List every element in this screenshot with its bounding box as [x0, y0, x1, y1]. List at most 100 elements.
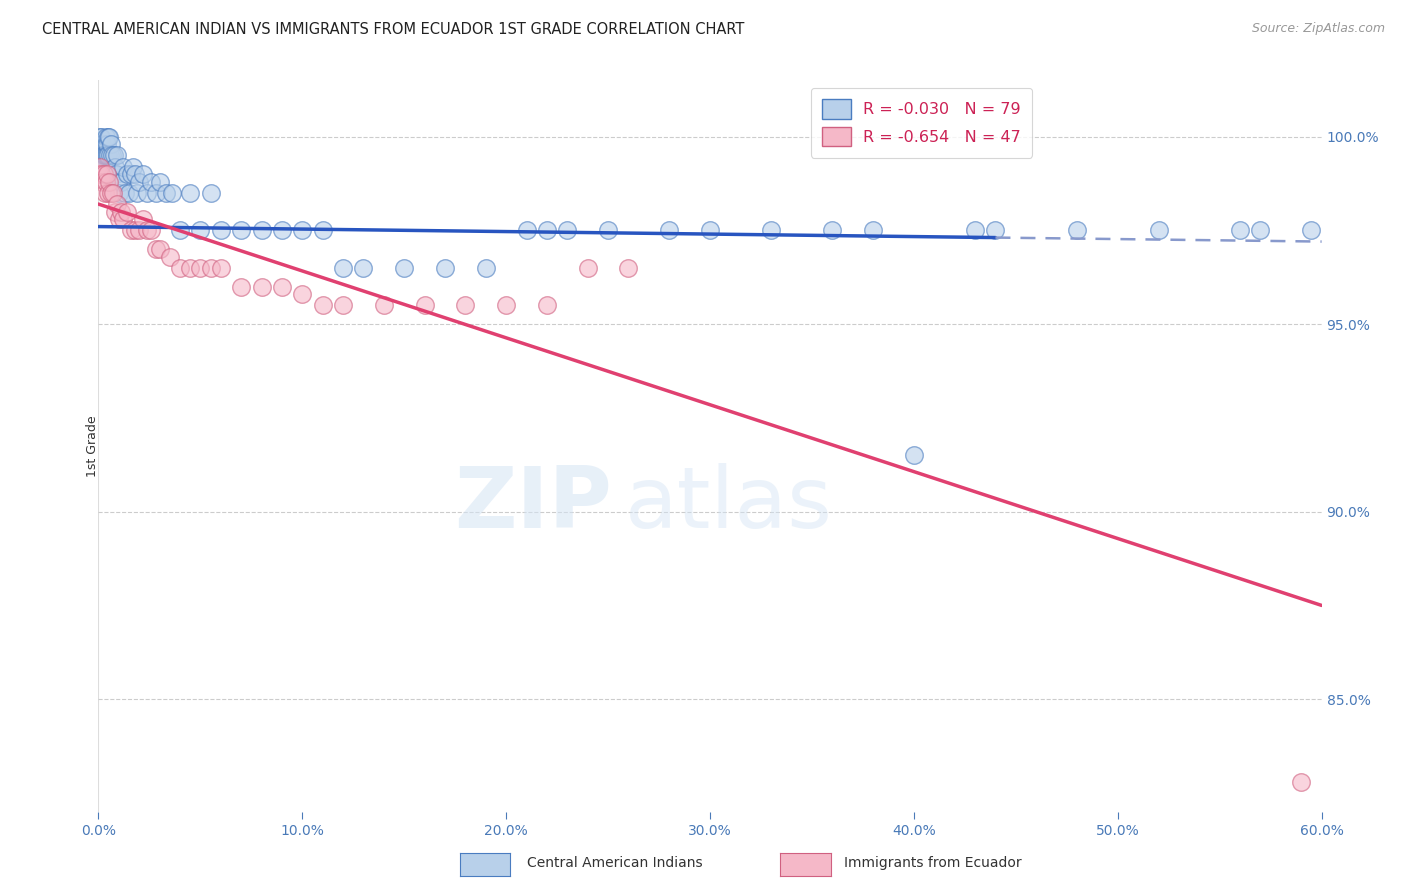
- Point: [312, 223, 335, 237]
- Text: Immigrants from Ecuador: Immigrants from Ecuador: [844, 856, 1021, 871]
- Point: [179, 186, 201, 200]
- Point: [1301, 223, 1323, 237]
- Point: [136, 186, 159, 200]
- Point: [97, 129, 120, 144]
- Point: [821, 223, 844, 237]
- Text: Central American Indians: Central American Indians: [527, 856, 703, 871]
- Point: [90, 167, 112, 181]
- Point: [903, 449, 925, 463]
- Point: [596, 223, 619, 237]
- Point: [169, 260, 191, 275]
- Point: [128, 223, 150, 237]
- Point: [516, 223, 538, 237]
- Point: [118, 186, 141, 200]
- Point: [145, 186, 167, 200]
- Point: [101, 167, 124, 181]
- Point: [231, 279, 253, 293]
- Point: [96, 148, 118, 162]
- Point: [413, 298, 436, 312]
- Point: [200, 260, 222, 275]
- Point: [115, 204, 138, 219]
- Point: [169, 223, 191, 237]
- Point: [93, 186, 115, 200]
- Point: [200, 186, 222, 200]
- Point: [89, 160, 111, 174]
- Point: [91, 148, 114, 162]
- Point: [97, 186, 120, 200]
- Point: [132, 212, 155, 227]
- Point: [91, 175, 114, 189]
- Point: [557, 223, 579, 237]
- Point: [250, 223, 273, 237]
- Point: [96, 136, 118, 151]
- Point: [141, 175, 163, 189]
- Point: [188, 260, 212, 275]
- Point: [127, 186, 149, 200]
- Point: [1066, 223, 1088, 237]
- Point: [124, 167, 146, 181]
- Point: [454, 298, 477, 312]
- Point: [159, 250, 181, 264]
- Point: [100, 186, 122, 200]
- Point: [93, 167, 115, 181]
- Point: [132, 167, 155, 181]
- Point: [536, 223, 558, 237]
- Point: [373, 298, 395, 312]
- Point: [89, 148, 111, 162]
- Point: [111, 212, 134, 227]
- Point: [97, 175, 120, 189]
- Point: [101, 186, 124, 200]
- Point: [1229, 223, 1251, 237]
- Point: [122, 160, 145, 174]
- Point: [89, 167, 111, 181]
- Point: [658, 223, 681, 237]
- Y-axis label: 1st Grade: 1st Grade: [86, 415, 100, 477]
- Text: CENTRAL AMERICAN INDIAN VS IMMIGRANTS FROM ECUADOR 1ST GRADE CORRELATION CHART: CENTRAL AMERICAN INDIAN VS IMMIGRANTS FR…: [42, 22, 745, 37]
- Point: [110, 175, 132, 189]
- Point: [270, 279, 294, 293]
- Point: [965, 223, 987, 237]
- Point: [1330, 223, 1353, 237]
- Point: [250, 279, 273, 293]
- Point: [1291, 774, 1313, 789]
- Point: [115, 167, 138, 181]
- Point: [474, 260, 498, 275]
- Point: [231, 223, 253, 237]
- Point: [105, 197, 128, 211]
- Point: [104, 167, 127, 181]
- Point: [291, 223, 314, 237]
- Point: [149, 242, 172, 256]
- Point: [120, 223, 142, 237]
- Point: [90, 148, 112, 162]
- Text: atlas: atlas: [624, 463, 832, 546]
- Point: [128, 175, 150, 189]
- Point: [1147, 223, 1170, 237]
- Point: [100, 148, 122, 162]
- Point: [291, 287, 314, 301]
- Point: [1249, 223, 1271, 237]
- Point: [332, 298, 354, 312]
- Point: [100, 136, 122, 151]
- Point: [105, 148, 128, 162]
- Point: [93, 167, 115, 181]
- Point: [188, 223, 212, 237]
- Text: Source: ZipAtlas.com: Source: ZipAtlas.com: [1251, 22, 1385, 36]
- Point: [155, 186, 177, 200]
- Point: [108, 212, 131, 227]
- Point: [984, 223, 1007, 237]
- Point: [91, 148, 114, 162]
- Point: [312, 298, 335, 312]
- Point: [209, 223, 232, 237]
- Point: [94, 148, 117, 162]
- Point: [270, 223, 294, 237]
- Point: [96, 148, 118, 162]
- Point: [103, 148, 125, 162]
- Point: [89, 129, 111, 144]
- Point: [94, 175, 117, 189]
- Point: [617, 260, 640, 275]
- Point: [160, 186, 183, 200]
- Point: [332, 260, 354, 275]
- Point: [111, 160, 134, 174]
- Point: [107, 175, 129, 189]
- Point: [94, 129, 117, 144]
